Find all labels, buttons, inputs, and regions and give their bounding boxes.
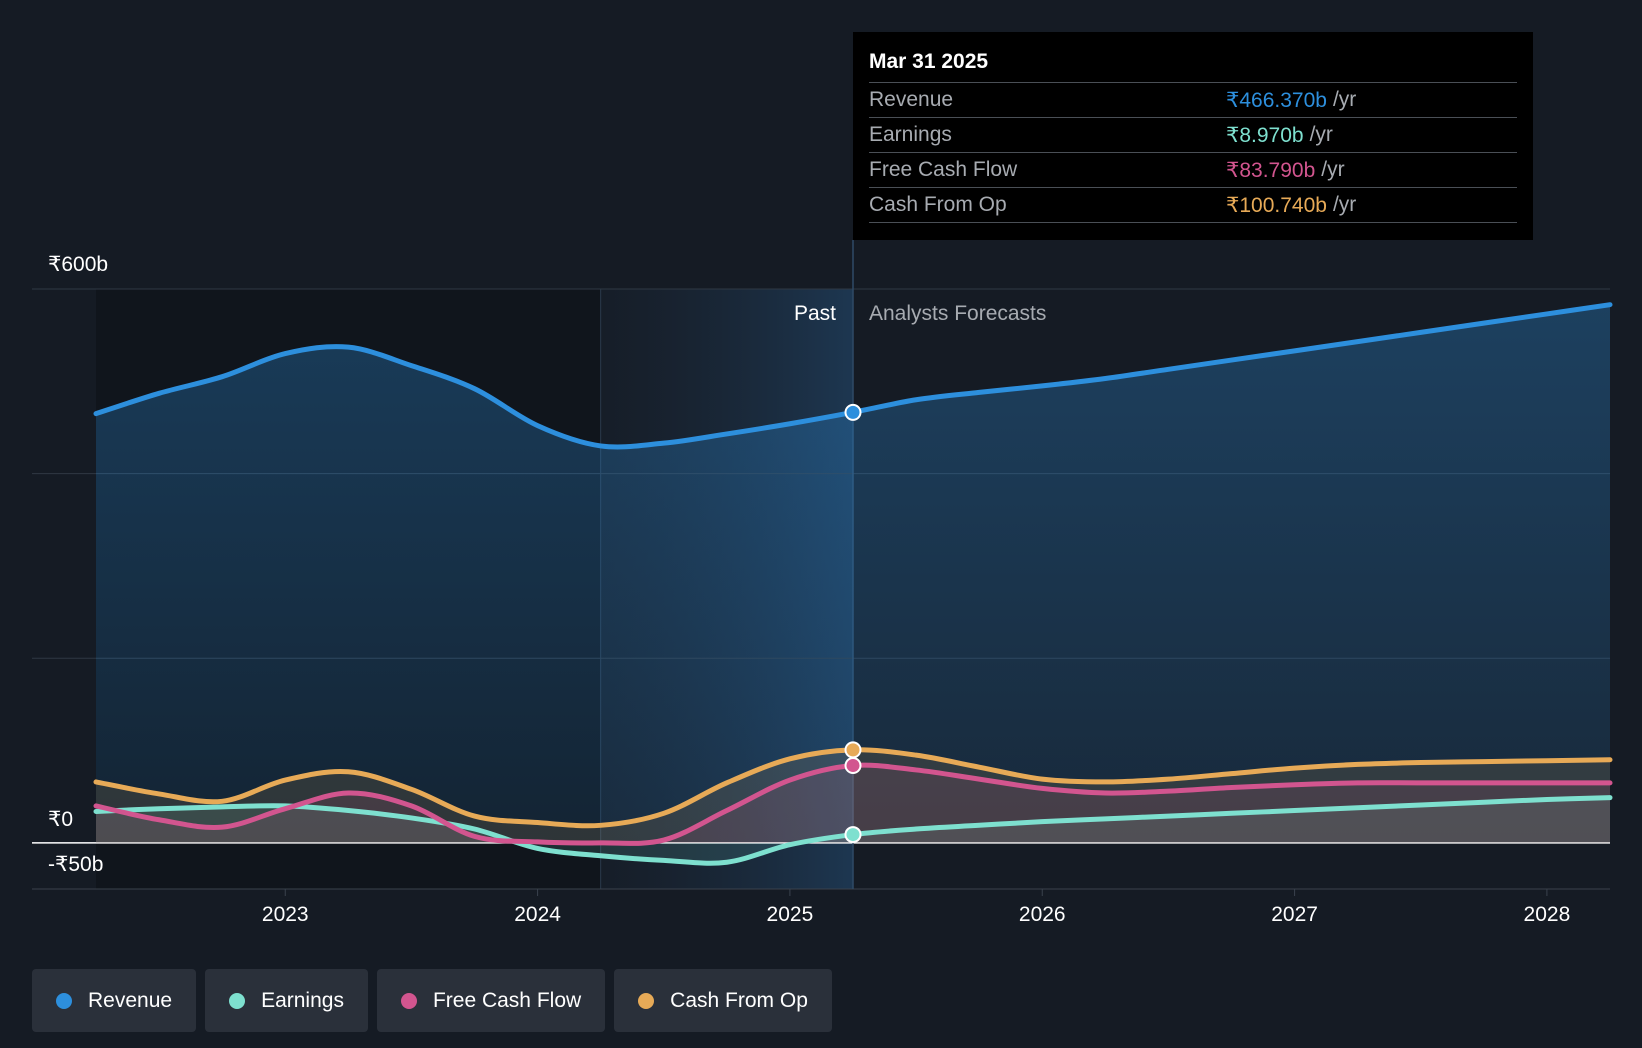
tooltip-series-value: ₹8.970b bbox=[1226, 123, 1304, 147]
legend-label: Cash From Op bbox=[670, 988, 808, 1012]
legend-item-free-cash-flow[interactable]: Free Cash Flow bbox=[376, 969, 606, 1032]
legend-dot-icon bbox=[638, 992, 655, 1009]
tooltip-series-unit: /yr bbox=[1321, 158, 1345, 181]
series-area-revenue bbox=[96, 304, 1610, 843]
series-marker-cash-from-op bbox=[844, 741, 862, 759]
x-tick-label: 2025 bbox=[767, 903, 814, 926]
tooltip-series-value: ₹466.370b bbox=[1226, 88, 1327, 112]
legend-label: Free Cash Flow bbox=[432, 988, 582, 1012]
legend-label: Revenue bbox=[88, 988, 173, 1012]
legend-item-revenue[interactable]: Revenue bbox=[32, 969, 197, 1032]
series-marker-revenue bbox=[844, 403, 862, 421]
tooltip-series-unit: /yr bbox=[1332, 88, 1357, 111]
series-marker-earnings bbox=[844, 826, 862, 844]
tooltip-series-name: Free Cash Flow bbox=[869, 158, 1018, 181]
series-markers bbox=[844, 403, 862, 844]
legend: Revenue Earnings Free Cash Flow Cash From O… bbox=[32, 969, 832, 1032]
tooltip-series-unit: /yr bbox=[1332, 193, 1357, 216]
legend-dot-icon bbox=[229, 992, 246, 1009]
series-area-cash-from-op bbox=[96, 749, 1610, 843]
x-tick-label: 2027 bbox=[1271, 903, 1318, 926]
legend-dot-icon bbox=[400, 992, 417, 1009]
y-min-label: -₹50b bbox=[48, 853, 103, 876]
legend-label: Earnings bbox=[261, 988, 344, 1012]
axes: ₹600b ₹0 -₹50b Past Analysts Forecasts 2… bbox=[48, 253, 1570, 926]
tooltip-series-name: Earnings bbox=[869, 123, 952, 146]
tooltip-row: Revenue ₹466.370b/yr bbox=[869, 82, 1517, 117]
x-tick-label: 2024 bbox=[514, 903, 561, 926]
tooltip-series-name: Revenue bbox=[869, 88, 954, 111]
past-label: Past bbox=[794, 302, 836, 325]
legend-item-cash-from-op[interactable]: Cash From Op bbox=[614, 969, 832, 1032]
legend-item-earnings[interactable]: Earnings bbox=[205, 969, 368, 1032]
tooltip-row: Cash From Op ₹100.740b/yr bbox=[869, 187, 1517, 223]
y-zero-label: ₹0 bbox=[48, 808, 73, 831]
tooltip: Mar 31 2025 Revenue ₹466.370b/yr Earnings ₹… bbox=[853, 32, 1533, 240]
series-area-free-cash-flow bbox=[96, 765, 1610, 844]
tooltip-date: Mar 31 2025 bbox=[869, 50, 989, 73]
series-line-free-cash-flow bbox=[93, 762, 1613, 846]
x-tick-label: 2028 bbox=[1524, 903, 1571, 926]
tooltip-row: Earnings ₹8.970b/yr bbox=[869, 117, 1517, 152]
y-max-label: ₹600b bbox=[48, 253, 108, 276]
series-line-cash-from-op bbox=[93, 747, 1613, 829]
x-tick-label: 2026 bbox=[1019, 903, 1066, 926]
series-marker-free-cash-flow bbox=[844, 757, 862, 775]
tooltip-row: Free Cash Flow ₹83.790b/yr bbox=[869, 152, 1517, 187]
x-tick-label: 2023 bbox=[262, 903, 309, 926]
forecast-label: Analysts Forecasts bbox=[869, 302, 1046, 325]
tooltip-rows: Revenue ₹466.370b/yr Earnings ₹8.970b/yr Fre… bbox=[869, 82, 1517, 223]
series-line-revenue bbox=[93, 302, 1613, 450]
tooltip-series-name: Cash From Op bbox=[869, 193, 1007, 216]
tooltip-series-unit: /yr bbox=[1309, 123, 1333, 146]
tooltip-series-value: ₹100.740b bbox=[1226, 193, 1327, 217]
legend-dot-icon bbox=[56, 992, 72, 1009]
tooltip-series-value: ₹83.790b bbox=[1226, 158, 1316, 182]
